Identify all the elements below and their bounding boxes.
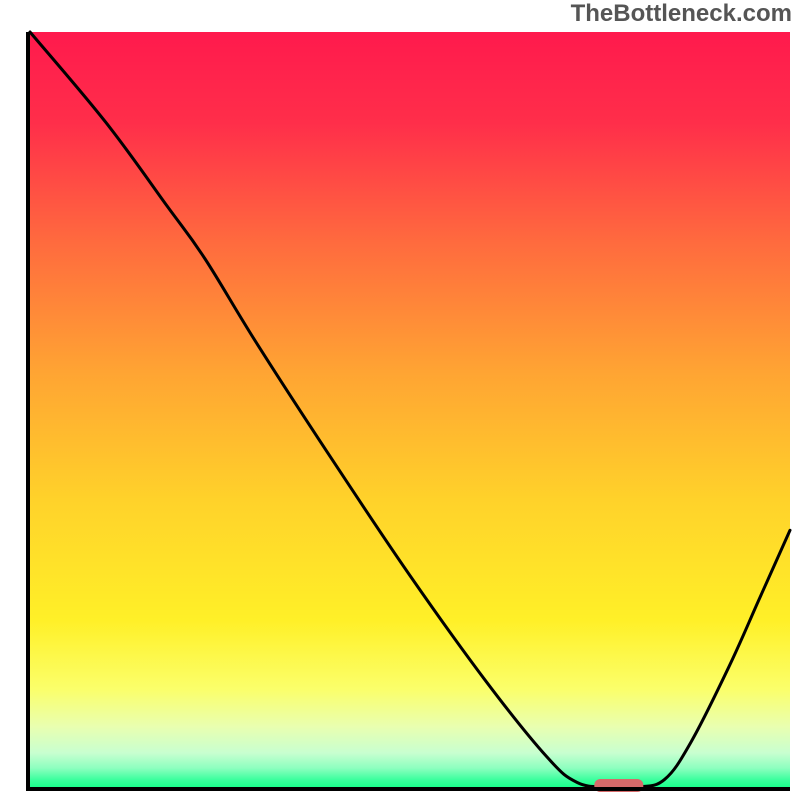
y-axis [26, 32, 30, 791]
x-axis [26, 787, 790, 791]
plot-area [30, 32, 790, 787]
bottleneck-chart: TheBottleneck.com [0, 0, 800, 800]
attribution-label: TheBottleneck.com [571, 0, 792, 28]
curve-line [30, 32, 790, 787]
